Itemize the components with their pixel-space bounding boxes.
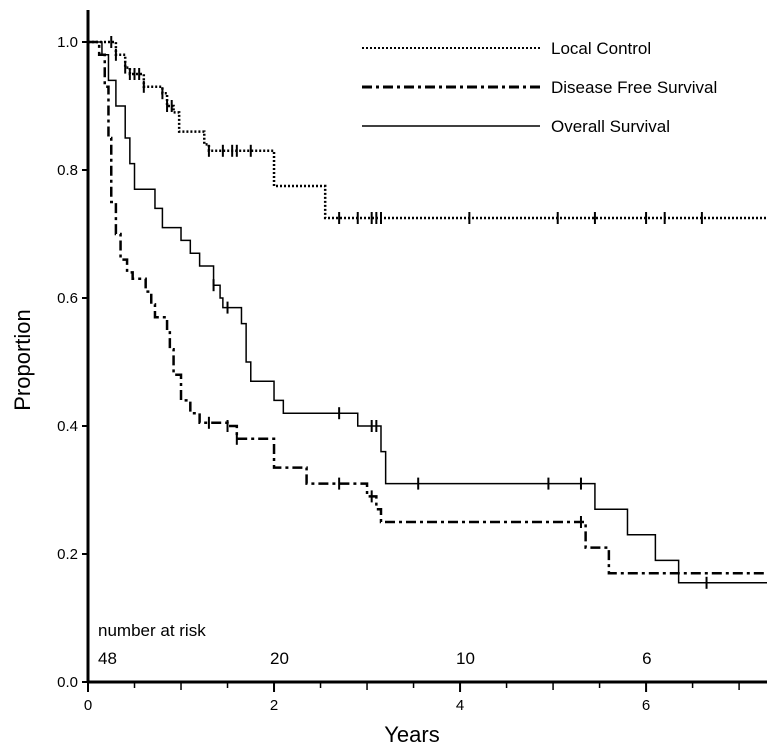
legend-label-local-control: Local Control	[551, 39, 651, 58]
risk-value: 10	[456, 649, 475, 668]
ticks: 0.0 0.2 0.4 0.6 0.8 1.0 0 2 4 6	[57, 34, 740, 714]
risk-value: 6	[642, 649, 651, 668]
risk-value: 20	[270, 649, 289, 668]
y-tick-label: 0.6	[57, 290, 78, 307]
y-tick-label: 1.0	[57, 34, 78, 51]
legend: Local Control Disease Free Survival Over…	[362, 39, 717, 136]
censor-marks	[110, 36, 708, 589]
legend-label-overall-survival: Overall Survival	[551, 117, 670, 136]
y-axis-label: Proportion	[10, 309, 35, 411]
legend-label-disease-free-survival: Disease Free Survival	[551, 78, 717, 97]
risk-value: 48	[98, 649, 117, 668]
risk-table: number at risk 48 20 10 6	[98, 621, 652, 668]
curve-overall-survival	[88, 41, 767, 584]
risk-table-label: number at risk	[98, 621, 206, 640]
y-tick-label: 0.2	[57, 546, 78, 563]
x-tick-label: 2	[270, 697, 278, 714]
y-tick-label: 0.8	[57, 162, 78, 179]
y-tick-label: 0.4	[57, 418, 78, 435]
y-tick-label: 0.0	[57, 674, 78, 691]
x-axis-label: Years	[384, 722, 439, 747]
x-tick-label: 4	[456, 697, 464, 714]
x-tick-label: 0	[84, 697, 92, 714]
x-tick-label: 6	[642, 697, 650, 714]
survival-curves	[88, 40, 767, 584]
axes	[86, 10, 767, 684]
